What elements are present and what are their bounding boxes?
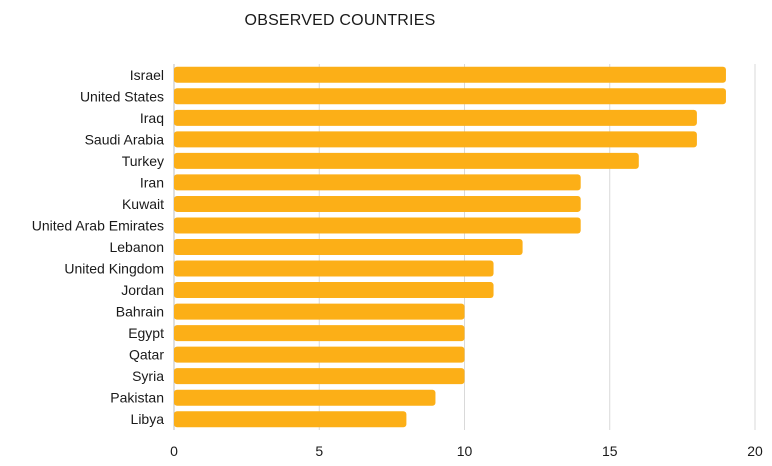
category-label-qatar: Qatar: [129, 347, 164, 363]
category-label-saudi-arabia: Saudi Arabia: [85, 131, 165, 147]
bar-qatar: [174, 346, 465, 363]
bar-syria: [174, 368, 465, 385]
x-tick-label-3: 15: [602, 443, 618, 459]
category-label-iran: Iran: [140, 174, 164, 190]
bar-lebanon: [174, 239, 523, 255]
x-tick-label-1: 5: [315, 443, 323, 459]
category-label-pakistan: Pakistan: [110, 390, 164, 406]
category-label-united-arab-emirates: United Arab Emirates: [32, 217, 164, 233]
bar-kuwait: [174, 195, 581, 212]
category-label-united-kingdom: United Kingdom: [64, 261, 164, 277]
category-label-bahrain: Bahrain: [116, 304, 164, 320]
bar-pakistan: [174, 389, 436, 406]
chart-title: OBSERVED COUNTRIES: [244, 12, 436, 29]
bar-united-kingdom: [174, 260, 494, 277]
bar-egypt: [174, 325, 465, 342]
category-label-united-states: United States: [80, 88, 164, 104]
bar-iran: [174, 174, 581, 191]
category-label-syria: Syria: [132, 368, 164, 384]
bar-united-states: [174, 88, 726, 105]
bar-israel: [174, 66, 726, 83]
x-tick-label-4: 20: [747, 443, 763, 459]
category-label-iraq: Iraq: [140, 110, 164, 126]
category-label-jordan: Jordan: [121, 282, 164, 298]
x-tick-label-0: 0: [170, 443, 178, 459]
category-label-turkey: Turkey: [122, 153, 164, 169]
category-label-egypt: Egypt: [128, 325, 164, 341]
category-label-lebanon: Lebanon: [109, 239, 164, 255]
bar-saudi-arabia: [174, 131, 697, 148]
bar-jordan: [174, 282, 494, 299]
category-label-libya: Libya: [131, 411, 165, 427]
x-tick-label-2: 10: [457, 443, 473, 459]
bar-bahrain: [174, 303, 465, 320]
bar-united-arab-emirates: [174, 217, 581, 234]
category-label-kuwait: Kuwait: [122, 196, 164, 212]
bar-libya: [174, 411, 407, 428]
bar-iraq: [174, 109, 697, 126]
bar-turkey: [174, 152, 639, 169]
category-label-israel: Israel: [130, 67, 164, 83]
